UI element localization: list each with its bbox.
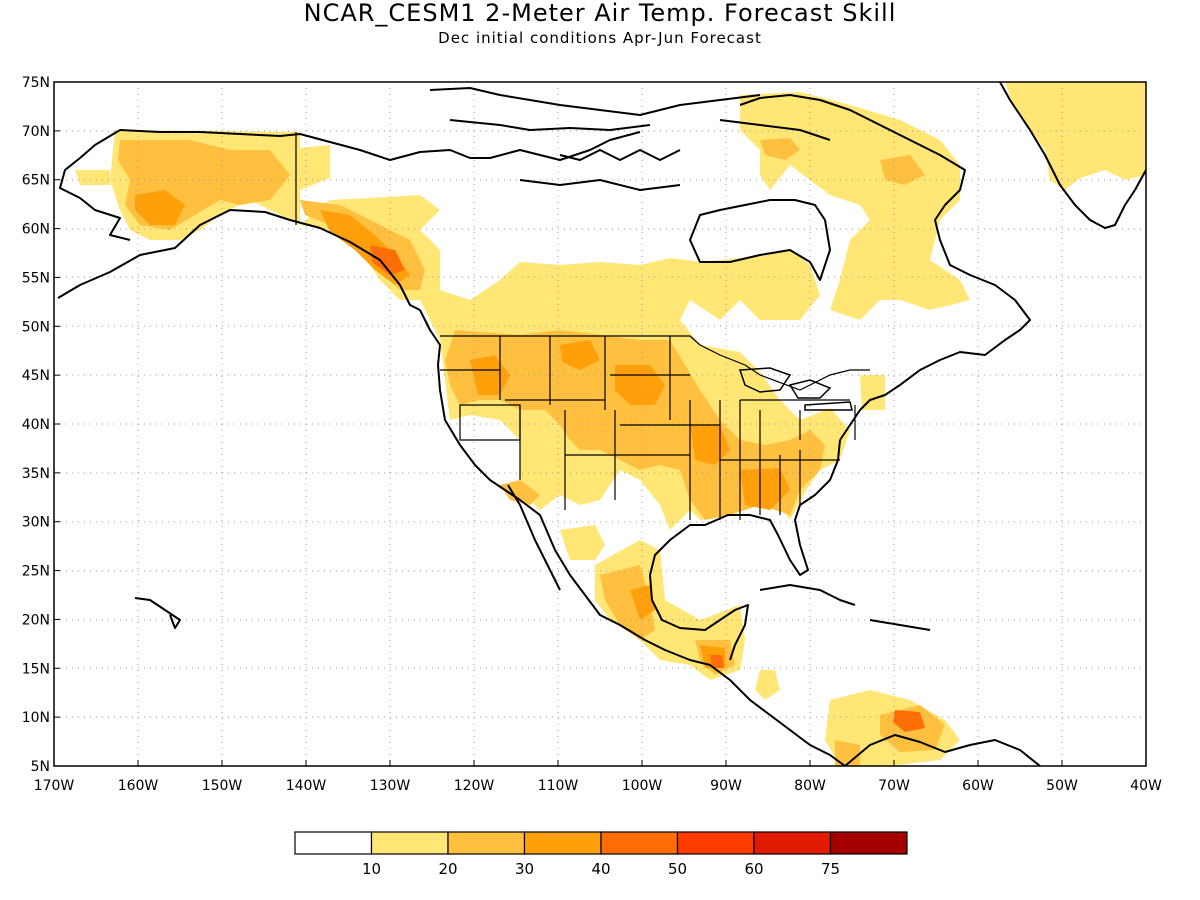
longitude-labels: 170W 160W 150W 140W 130W 120W 110W 100W 90W 80W 70… xyxy=(34,778,1162,794)
legend-label: 50 xyxy=(668,860,687,878)
lat-label: 50N xyxy=(22,319,50,335)
lon-label: 90W xyxy=(710,778,742,794)
lat-lon-grid xyxy=(54,82,1146,766)
legend-label: 60 xyxy=(744,860,763,878)
lon-label: 140W xyxy=(286,778,327,794)
lon-label: 120W xyxy=(454,778,495,794)
legend-swatch xyxy=(370,831,449,855)
lon-label: 40W xyxy=(1130,778,1162,794)
latitude-labels: 75N 70N 65N 60N 55N 50N 45N 40N 35N 30N 25N 20N 15N 1… xyxy=(22,75,50,775)
lat-label: 15N xyxy=(22,661,50,677)
lat-label: 45N xyxy=(22,368,50,384)
legend-swatch xyxy=(676,831,755,855)
great-lakes xyxy=(738,367,853,411)
legend-swatch xyxy=(600,831,679,855)
lon-label: 100W xyxy=(622,778,663,794)
lon-label: 50W xyxy=(1046,778,1078,794)
map-title: NCAR_CESM1 2-Meter Air Temp. Forecast Sk… xyxy=(303,0,897,27)
map-subtitle: Dec initial conditions Apr-Jun Forecast xyxy=(438,29,762,47)
lon-label: 110W xyxy=(538,778,579,794)
lon-label: 170W xyxy=(34,778,75,794)
lon-label: 70W xyxy=(878,778,910,794)
legend-label: 30 xyxy=(515,860,534,878)
lon-label: 160W xyxy=(118,778,159,794)
lat-label: 70N xyxy=(22,124,50,140)
lat-label: 65N xyxy=(22,173,50,189)
lat-label: 75N xyxy=(22,75,50,91)
legend-label: 75 xyxy=(821,860,840,878)
legend-label: 40 xyxy=(591,860,610,878)
coastlines xyxy=(57,82,1146,766)
lat-label: 35N xyxy=(22,466,50,482)
legend-label: 10 xyxy=(362,860,381,878)
legend-swatch xyxy=(294,831,373,855)
lon-label: 130W xyxy=(370,778,411,794)
legend-label: 20 xyxy=(438,860,457,878)
lat-label: 10N xyxy=(22,710,50,726)
legend-swatch xyxy=(447,831,526,855)
skill-shading-40-50 xyxy=(370,245,925,732)
lat-label: 60N xyxy=(22,222,50,238)
legend-swatch xyxy=(523,831,602,855)
lat-label: 30N xyxy=(22,515,50,531)
map-area xyxy=(54,82,1146,766)
color-legend: 10 20 30 40 50 60 75 xyxy=(294,831,908,878)
political-borders xyxy=(295,132,870,520)
lat-label: 25N xyxy=(22,564,50,580)
lon-label: 80W xyxy=(794,778,826,794)
lat-label: 20N xyxy=(22,612,50,628)
legend-swatch xyxy=(753,831,832,855)
longitude-ticks xyxy=(53,760,1147,766)
lat-label: 55N xyxy=(22,270,50,286)
lon-label: 150W xyxy=(202,778,243,794)
lat-label: 40N xyxy=(22,417,50,433)
legend-swatch xyxy=(829,831,908,855)
lat-label: 5N xyxy=(31,759,50,775)
lon-label: 60W xyxy=(962,778,994,794)
latitude-ticks xyxy=(54,81,60,767)
